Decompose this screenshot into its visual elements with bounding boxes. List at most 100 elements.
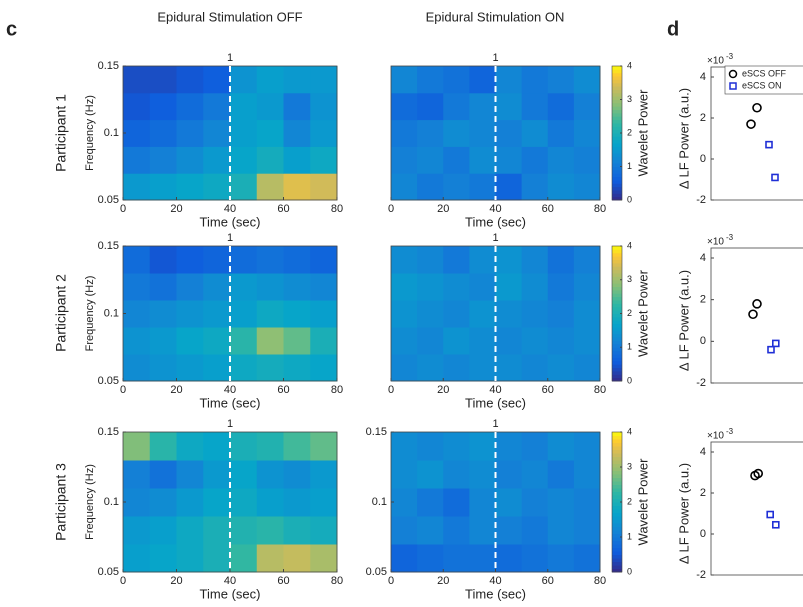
heatmap-cell xyxy=(230,92,258,121)
colorbar-swatch xyxy=(612,189,622,194)
heatmap-cell xyxy=(176,432,204,461)
heatmap-cell xyxy=(230,300,258,328)
heatmap-cell xyxy=(391,327,418,355)
colorbar-swatch xyxy=(612,102,622,107)
colorbar-swatch xyxy=(612,323,622,328)
y-tick-label: 0.1 xyxy=(104,496,119,508)
heatmap-cell xyxy=(391,432,418,461)
heatmap-cell xyxy=(123,327,151,355)
event-label: 1 xyxy=(492,418,498,430)
colorbar-swatch xyxy=(612,266,622,271)
colorbar-tick-label: 4 xyxy=(627,60,632,70)
colorbar-swatch xyxy=(612,565,622,569)
heatmap-cell xyxy=(256,516,284,545)
heatmap-cell xyxy=(495,300,523,328)
heatmap-cell xyxy=(176,66,204,94)
colorbar-tick-label: 2 xyxy=(627,496,632,506)
colorbar-swatch xyxy=(612,76,622,80)
heatmap-cell xyxy=(149,246,177,274)
heatmap-cell xyxy=(256,300,284,328)
heatmap-cell xyxy=(230,66,258,94)
heatmap-cell xyxy=(417,327,444,355)
colorbar-swatch xyxy=(612,313,622,318)
heatmap-cell xyxy=(203,92,231,121)
heatmap-cell xyxy=(149,173,177,201)
heatmap-cell xyxy=(469,544,496,573)
heatmap-cell xyxy=(310,92,338,121)
heatmap-cell xyxy=(310,327,338,355)
heatmap-cell xyxy=(391,146,418,174)
heatmap-cell xyxy=(547,92,575,121)
colorbar-swatch xyxy=(612,453,622,457)
colorbar-swatch xyxy=(612,370,622,375)
legend-box xyxy=(724,65,803,95)
heatmap-cell xyxy=(417,146,444,174)
heatmap-cell xyxy=(417,354,444,382)
heatmap-cell xyxy=(417,460,444,489)
colorbar-swatch xyxy=(612,279,622,284)
y-axis-label: Frequency (Hz) xyxy=(84,464,96,540)
heatmap-cell xyxy=(469,354,496,382)
y-tick-label: 4 xyxy=(700,446,706,458)
heatmap-cell xyxy=(495,488,523,517)
heatmap-cell xyxy=(547,119,575,147)
heatmap-cell xyxy=(149,66,177,94)
panel-label: c xyxy=(6,18,17,40)
event-label: 1 xyxy=(492,52,498,64)
legend-label: eSCS OFF xyxy=(742,68,787,78)
heatmap-cell xyxy=(391,460,418,489)
heatmap-cell xyxy=(149,544,177,573)
y-multiplier: ×10 xyxy=(707,237,724,248)
colorbar-swatch xyxy=(612,505,622,510)
heatmap-cell xyxy=(573,544,601,573)
row-label: Participant 3 xyxy=(53,463,69,541)
x-tick-label: 60 xyxy=(542,384,554,396)
y-tick-label: 2 xyxy=(700,294,706,306)
heatmap-cell xyxy=(495,66,523,94)
y-tick-label: 0.15 xyxy=(366,426,387,438)
colorbar-swatch xyxy=(612,523,622,527)
y-tick-label: 2 xyxy=(700,487,706,499)
heatmap-cell xyxy=(469,173,496,201)
colorbar-swatch xyxy=(612,252,622,257)
plot-frame xyxy=(710,247,803,384)
y-tick-label: 0.15 xyxy=(98,60,119,72)
heatmap-cell xyxy=(123,92,151,121)
heatmap-cell xyxy=(573,516,601,545)
heatmap-cell xyxy=(310,173,338,201)
heatmap-cell xyxy=(521,516,549,545)
heatmap-cell xyxy=(149,300,177,328)
y-tick-label: 0.05 xyxy=(366,566,387,578)
heatmap-cell xyxy=(521,66,549,94)
y-axis-label: Frequency (Hz) xyxy=(84,276,96,352)
heatmap-cell xyxy=(417,432,444,461)
x-tick-label: 0 xyxy=(388,575,394,587)
colorbar-swatch xyxy=(612,163,622,167)
colorbar-swatch xyxy=(612,350,622,355)
colorbar-tick-label: 4 xyxy=(627,426,632,436)
heatmap-cell xyxy=(283,119,311,147)
y-tick-label: -2 xyxy=(696,377,706,389)
x-tick-label: 40 xyxy=(224,384,236,396)
heatmap-cell xyxy=(521,246,549,274)
colorbar-swatch xyxy=(612,146,622,151)
heatmap-cell xyxy=(495,119,523,147)
colorbar-swatch xyxy=(612,82,622,87)
heatmap-cell xyxy=(310,460,338,489)
colorbar-swatch xyxy=(612,96,622,100)
x-tick-label: 80 xyxy=(331,384,343,396)
y-axis-label: Δ LF Power (a.u.) xyxy=(676,88,691,189)
colorbar-swatch xyxy=(612,456,622,461)
heatmap-cell xyxy=(443,66,470,94)
colorbar-swatch xyxy=(612,477,622,482)
colorbar-swatch xyxy=(612,196,622,201)
heatmap-cell xyxy=(443,273,470,301)
x-tick-label: 80 xyxy=(594,575,606,587)
heatmap-cell xyxy=(149,273,177,301)
point xyxy=(771,520,780,529)
heatmap-cell xyxy=(573,246,601,274)
colorbar-tick-label: 1 xyxy=(627,161,632,171)
heatmap-cell xyxy=(256,327,284,355)
heatmap-cell xyxy=(176,488,204,517)
x-tick-label: 20 xyxy=(170,575,182,587)
